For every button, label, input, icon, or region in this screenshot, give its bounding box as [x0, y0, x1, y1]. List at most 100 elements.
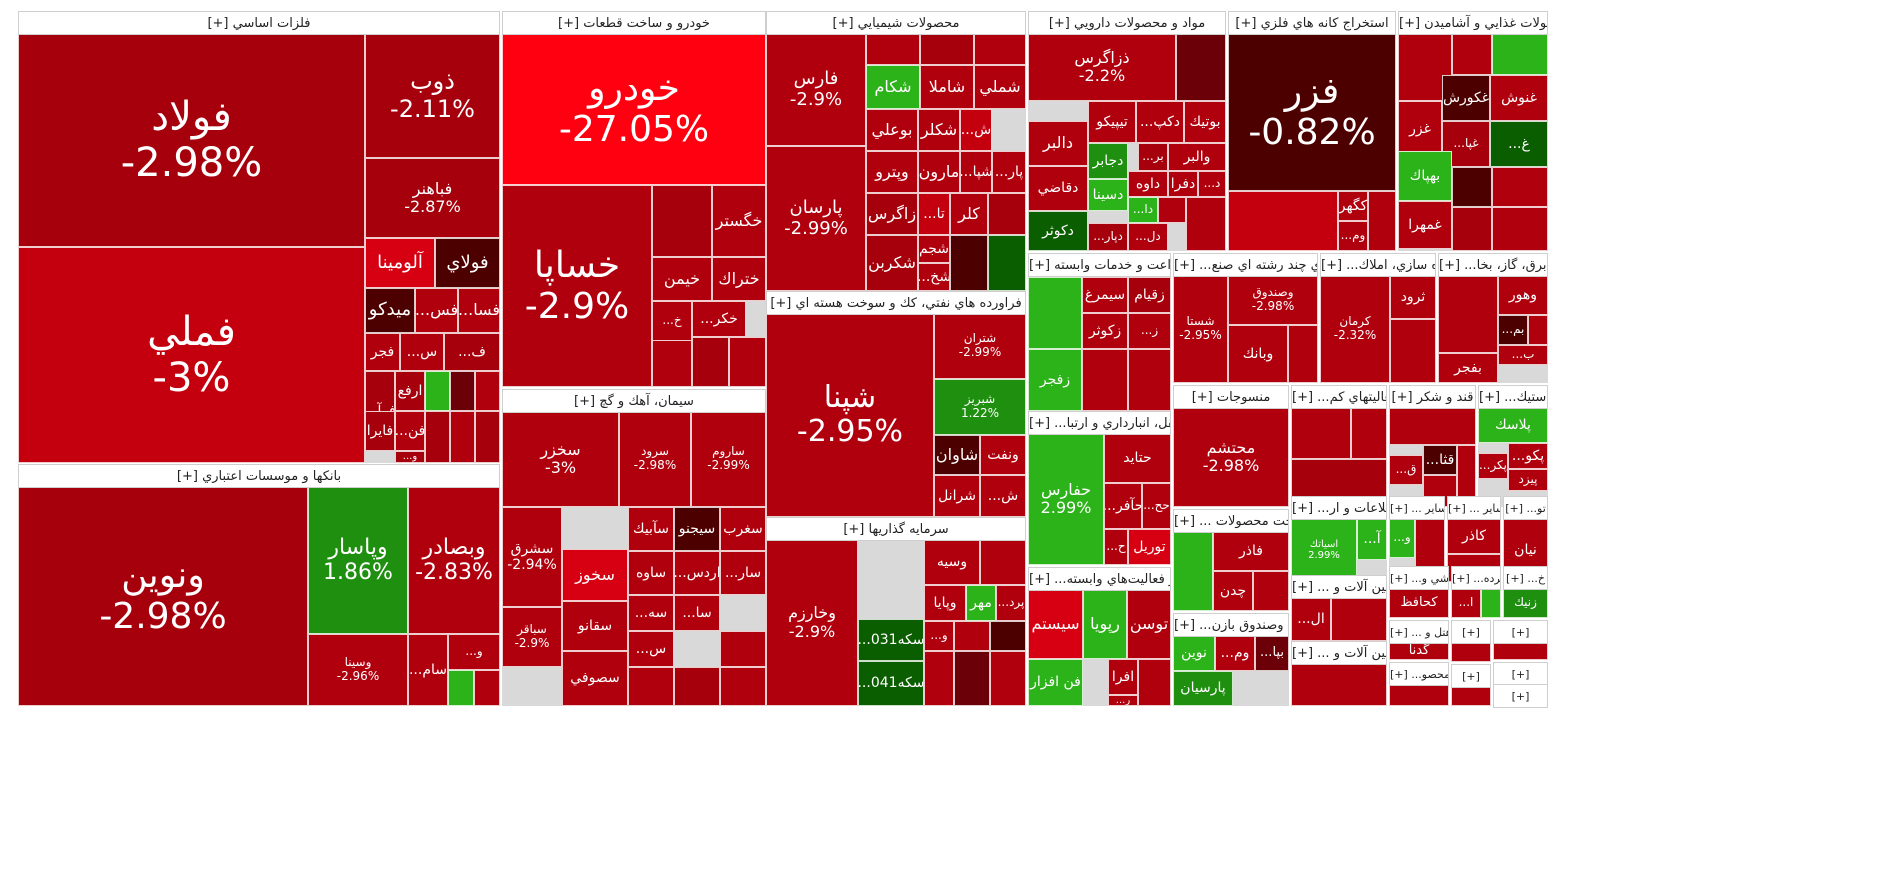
stock-tile[interactable]: ...خ: [652, 301, 692, 341]
sector-header[interactable]: [+] ...كاشي و: [1389, 566, 1449, 590]
stock-tile[interactable]: پلاسك: [1478, 407, 1548, 443]
sector-header[interactable]: [+] ... ساخت محصولات: [1173, 509, 1289, 533]
stock-tile[interactable]: ساوه: [628, 551, 674, 595]
stock-tile[interactable]: [980, 539, 1026, 585]
stock-tile[interactable]: [1288, 325, 1318, 383]
stock-tile[interactable]: ...ر: [1108, 695, 1138, 706]
stock-tile[interactable]: سقانو: [562, 601, 628, 651]
sector-header[interactable]: [+] محصولات غذايي و آشاميدن: [1398, 11, 1548, 35]
stock-tile[interactable]: [1438, 275, 1498, 353]
stock-tile[interactable]: وبانك: [1228, 325, 1288, 383]
sector-header[interactable]: [+] خودرو و ساخت قطعات: [502, 11, 766, 35]
stock-tile[interactable]: اسياتك 2.99%: [1291, 518, 1357, 582]
stock-tile[interactable]: سغرب: [720, 507, 766, 551]
sector-header[interactable]: [+] ...عرضه برق، گاز، بخا: [1438, 253, 1548, 277]
stock-tile[interactable]: [920, 33, 974, 65]
stock-tile[interactable]: سخوز: [562, 549, 628, 601]
stock-tile[interactable]: محتشم -2.98%: [1173, 407, 1289, 507]
stock-tile[interactable]: [1082, 349, 1128, 411]
stock-tile[interactable]: دالبر: [1028, 121, 1088, 166]
stock-tile[interactable]: ...وم: [1338, 221, 1368, 251]
stock-tile[interactable]: ثرود: [1390, 275, 1436, 319]
stock-tile[interactable]: [475, 371, 500, 411]
stock-tile[interactable]: وبصادر -2.83%: [408, 486, 500, 634]
stock-tile[interactable]: غمهرا: [1398, 201, 1452, 249]
stock-tile[interactable]: كگهر: [1338, 191, 1368, 221]
stock-tile[interactable]: شاملا: [920, 65, 974, 109]
stock-tile[interactable]: وپايا: [924, 585, 966, 621]
stock-tile[interactable]: [425, 411, 450, 463]
stock-tile[interactable]: ونفت: [980, 435, 1026, 475]
stock-tile[interactable]: دجابر: [1088, 143, 1128, 179]
stock-tile[interactable]: بوعلي: [866, 109, 918, 151]
stock-tile[interactable]: ...ق: [1389, 455, 1423, 485]
sector-header[interactable]: [+] ... ساير: [1389, 496, 1445, 520]
stock-tile[interactable]: ...سكه041: [858, 661, 924, 706]
stock-tile[interactable]: [1452, 33, 1492, 75]
sector-header[interactable]: [+]: [1451, 620, 1491, 644]
stock-tile[interactable]: ...ش: [980, 475, 1026, 517]
stock-tile[interactable]: ...سه: [628, 595, 674, 631]
stock-tile[interactable]: [720, 667, 766, 706]
stock-tile[interactable]: [720, 631, 766, 667]
stock-tile[interactable]: [1493, 642, 1548, 660]
stock-tile[interactable]: توريل: [1128, 529, 1171, 565]
stock-tile[interactable]: [1253, 571, 1289, 611]
stock-tile[interactable]: [990, 651, 1026, 706]
stock-tile[interactable]: ...دل: [1128, 223, 1168, 251]
stock-tile[interactable]: داوه: [1128, 171, 1168, 197]
sector-header[interactable]: [+] ...خ: [1503, 566, 1548, 590]
stock-tile[interactable]: شكام: [866, 65, 920, 109]
stock-tile[interactable]: [450, 371, 475, 411]
stock-tile[interactable]: فجر: [365, 333, 400, 371]
stock-tile[interactable]: ...د: [1198, 171, 1226, 197]
stock-tile[interactable]: ...ال: [1291, 597, 1331, 641]
stock-tile[interactable]: بوتيك: [1184, 101, 1226, 143]
stock-tile[interactable]: وپترو: [866, 151, 918, 193]
stock-tile[interactable]: والبر: [1168, 143, 1226, 171]
sector-header[interactable]: [+] فلزات اساسي: [18, 11, 500, 35]
stock-tile[interactable]: [1331, 597, 1387, 641]
stock-tile[interactable]: وصندوق -2.98%: [1228, 275, 1318, 325]
stock-tile[interactable]: دفرا: [1168, 171, 1198, 197]
stock-tile[interactable]: شستا -2.95%: [1173, 275, 1228, 383]
stock-tile[interactable]: حفارس 2.99%: [1028, 433, 1104, 565]
stock-tile[interactable]: ...س: [400, 333, 444, 371]
sector-header[interactable]: [+] قند و شكر: [1389, 385, 1476, 409]
sector-header[interactable]: [+] سرمايه گذاريها: [766, 517, 1026, 541]
stock-tile[interactable]: كحافظ: [1389, 588, 1449, 618]
stock-tile[interactable]: گدنا: [1389, 642, 1449, 660]
stock-tile[interactable]: دكوثر: [1028, 211, 1088, 251]
stock-tile[interactable]: [1389, 407, 1476, 445]
stock-tile[interactable]: سيمرغ: [1082, 277, 1128, 313]
stock-tile[interactable]: شتران -2.99%: [934, 313, 1026, 379]
stock-tile[interactable]: كاذر: [1447, 518, 1501, 554]
stock-tile[interactable]: وهور: [1498, 275, 1548, 315]
stock-tile[interactable]: ...س: [628, 631, 674, 667]
stock-tile[interactable]: ...آ: [1357, 518, 1387, 560]
sector-header[interactable]: [+] بانكها و موسسات اعتباري: [18, 464, 500, 488]
stock-tile[interactable]: [1528, 315, 1548, 345]
sector-header[interactable]: [+] ...حمل ونقل، انبارداري و ارتبا: [1028, 411, 1171, 435]
stock-tile[interactable]: زفجر: [1028, 349, 1082, 411]
stock-tile[interactable]: [450, 411, 475, 463]
stock-tile[interactable]: فولاي: [435, 238, 500, 288]
stock-tile[interactable]: مارون: [918, 151, 960, 193]
stock-tile[interactable]: [990, 621, 1026, 651]
stock-tile[interactable]: ...خكر: [692, 301, 746, 337]
stock-tile[interactable]: [1128, 349, 1171, 411]
stock-tile[interactable]: [674, 667, 720, 706]
stock-tile[interactable]: [729, 337, 766, 387]
stock-tile[interactable]: فارس -2.9%: [766, 33, 866, 146]
stock-tile[interactable]: ...بپا: [1255, 635, 1289, 671]
stock-tile[interactable]: ...سام: [408, 634, 448, 706]
stock-tile[interactable]: [474, 670, 500, 706]
sector-header[interactable]: [+]: [1493, 620, 1548, 644]
sector-header[interactable]: [+] ...رايانه و فعاليت‌هاي وابسته: [1028, 567, 1171, 591]
stock-tile[interactable]: ...قثا: [1423, 445, 1457, 475]
stock-tile[interactable]: ...دپار: [1088, 223, 1128, 251]
stock-tile[interactable]: ذزاگرس -2.2%: [1028, 33, 1176, 101]
stock-tile[interactable]: ...دا: [1128, 197, 1158, 223]
stock-tile[interactable]: ...حآفر: [1104, 483, 1142, 529]
stock-tile[interactable]: [1186, 197, 1226, 251]
